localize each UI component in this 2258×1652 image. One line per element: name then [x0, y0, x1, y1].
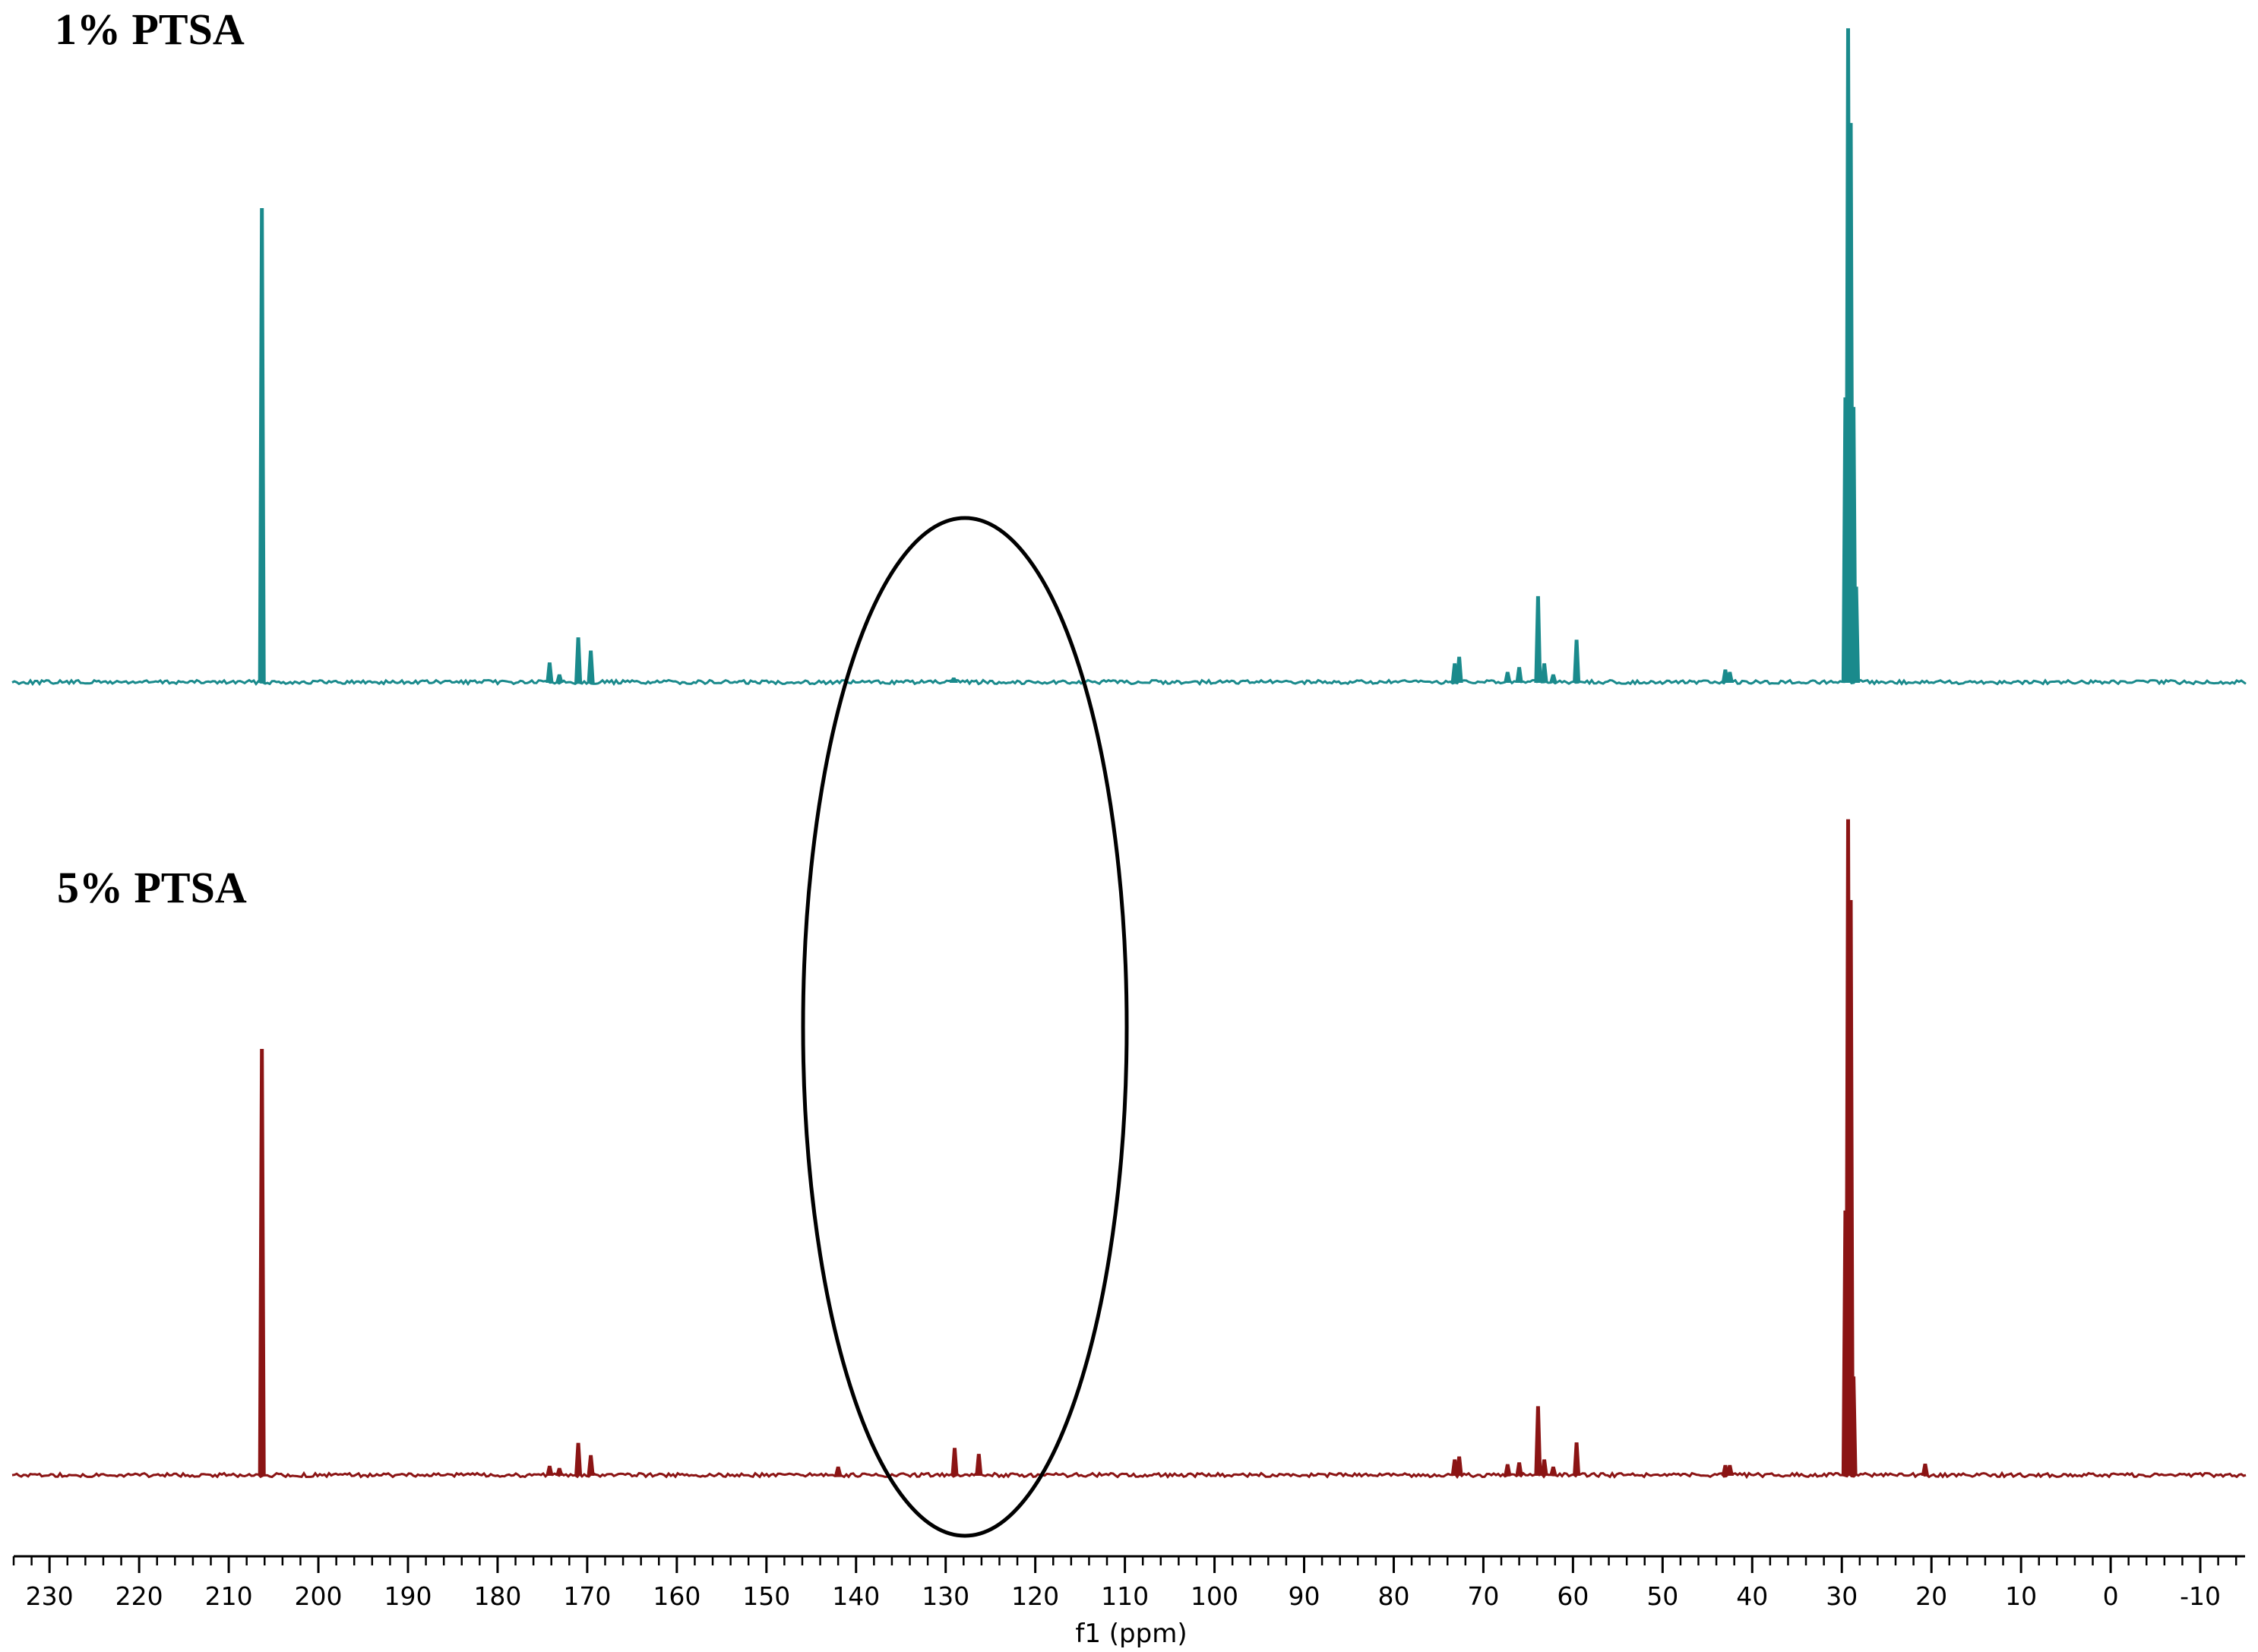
spectrum-2-peak-5 — [587, 1455, 595, 1476]
spectrum-1-peak-13 — [1549, 674, 1558, 683]
spectrum-1-peak-21 — [1852, 586, 1861, 683]
x-tick-label: 80 — [1377, 1581, 1409, 1611]
highlight-ellipse — [801, 516, 1129, 1538]
x-tick-label: 130 — [922, 1581, 969, 1611]
spectrum-2-peak-10 — [1455, 1456, 1463, 1476]
spectrum-1-peak-3 — [555, 674, 564, 683]
spectrum-2-peak-11 — [1504, 1464, 1512, 1476]
spectrum-2-label: 5% PTSA — [57, 863, 247, 912]
spectrum-2-peak-18 — [1725, 1464, 1735, 1476]
spectrum-2-peak-4 — [574, 1442, 583, 1476]
x-tick-label: 110 — [1101, 1581, 1149, 1611]
x-tick-label: 230 — [26, 1581, 74, 1611]
spectrum-2-peak-8 — [975, 1454, 983, 1476]
spectrum-1-label: 1% PTSA — [55, 5, 245, 54]
spectrum-2-peak-16 — [1573, 1442, 1581, 1476]
x-tick-label: 200 — [295, 1581, 343, 1611]
spectrum-1-baseline — [11, 678, 2247, 687]
spectrum-1-peak-14 — [1573, 640, 1581, 683]
spectrum-1-peak-1 — [258, 208, 266, 683]
spectrum-2-peak-2 — [546, 1465, 554, 1476]
x-tick-label: 70 — [1467, 1581, 1499, 1611]
spectrum-1-peak-12 — [1540, 663, 1548, 683]
spectrum-1-peak-8 — [1455, 656, 1463, 683]
x-tick-label: 30 — [1826, 1581, 1858, 1611]
x-tick-label: 60 — [1557, 1581, 1589, 1611]
spectrum-2-peak-22 — [1849, 1376, 1858, 1476]
spectrum-1-peak-2 — [546, 662, 554, 683]
spectrum-2-peak-15 — [1549, 1466, 1558, 1476]
x-tick-label: 170 — [563, 1581, 611, 1611]
spectrum-2-peak-23 — [1921, 1464, 1930, 1476]
x-tick-label: -10 — [2180, 1581, 2221, 1611]
x-tick-label: 20 — [1915, 1581, 1947, 1611]
spectrum-2-peak-14 — [1540, 1459, 1548, 1476]
x-tick-label: 10 — [2005, 1581, 2037, 1611]
spectrum-2-peak-6 — [833, 1466, 843, 1476]
x-tick-label: 140 — [832, 1581, 880, 1611]
x-tick-label: 50 — [1646, 1581, 1678, 1611]
spectrum-1-peak-16 — [1725, 671, 1735, 683]
spectrum-2-peak-13 — [1534, 1406, 1542, 1476]
x-tick-label: 150 — [742, 1581, 790, 1611]
x-tick-label: 40 — [1736, 1581, 1768, 1611]
x-tick-label: 90 — [1289, 1581, 1320, 1611]
spectrum-1-peak-6 — [949, 678, 958, 683]
spectrum-2-peak-12 — [1515, 1462, 1523, 1476]
spectrum-1-peak-10 — [1515, 667, 1523, 683]
spectrum-1-peak-11 — [1534, 595, 1542, 683]
spectrum-1-peak-4 — [574, 637, 583, 683]
spectrum-2-peak-1 — [258, 1049, 266, 1476]
x-tick-label: 160 — [653, 1581, 700, 1611]
x-axis-title: f1 (ppm) — [1075, 1619, 1187, 1649]
x-tick-label: 220 — [115, 1581, 163, 1611]
spectrum-2-peak-3 — [555, 1467, 564, 1476]
x-tick-label: 120 — [1011, 1581, 1059, 1611]
spectrum-2-peak-7 — [950, 1448, 959, 1476]
x-tick-label: 100 — [1191, 1581, 1238, 1611]
x-tick-label: 210 — [205, 1581, 253, 1611]
spectrum-1-peak-5 — [587, 650, 595, 683]
spectra-group — [11, 28, 2247, 1480]
x-axis: 230 220 210 200 190 180 170 160 150 140 130 120 110 1… — [12, 1555, 2245, 1611]
x-tick-label: 0 — [2103, 1581, 2119, 1611]
spectrum-1-peak-9 — [1504, 671, 1512, 683]
x-tick-label: 180 — [473, 1581, 521, 1611]
x-tick-label: 190 — [384, 1581, 432, 1611]
spectrum-2-baseline — [11, 1470, 2247, 1480]
